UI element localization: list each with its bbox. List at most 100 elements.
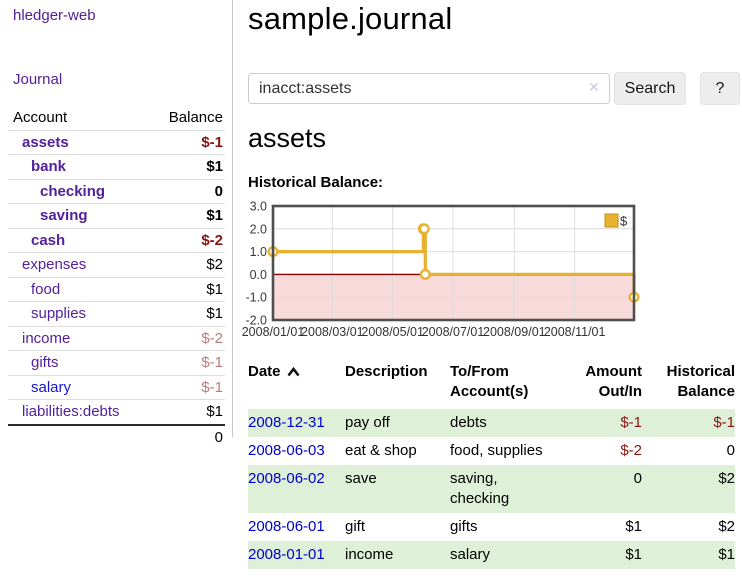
transaction-amount-cell: $1 [625, 518, 642, 535]
account-column-header: Account [13, 109, 68, 126]
transaction-date-link[interactable]: 2008-12-31 [248, 414, 325, 431]
account-table-body: assets $-1 bank $1 checking 0 saving $1 cash $-2 e… [8, 131, 225, 424]
header-date[interactable]: Date [248, 362, 345, 409]
sort-ascending-icon [286, 363, 300, 383]
account-link[interactable]: gifts [31, 354, 59, 371]
help-button[interactable]: ? [700, 72, 740, 105]
account-link[interactable]: checking [40, 182, 106, 200]
account-balance: $-1 [201, 133, 223, 151]
transaction-row: 2008-06-03 eat & shop food, supplies $-2 0 [248, 437, 735, 465]
account-row: bank $1 [8, 155, 225, 180]
sidebar-item-journal[interactable]: Journal [13, 71, 63, 88]
transaction-row: 2008-06-01 gift gifts $1 $2 [248, 513, 735, 541]
transaction-date-link[interactable]: 2008-06-03 [248, 442, 325, 459]
search-form: ✕ Search ? [248, 72, 742, 105]
account-balance: $1 [206, 158, 223, 175]
account-row: salary $-1 [8, 376, 225, 400]
transaction-description-cell: pay off [345, 414, 390, 431]
account-table-header: Account Balance [8, 106, 225, 131]
transaction-balance-cell: $2 [718, 518, 735, 535]
account-row: cash $-2 [8, 229, 225, 253]
transaction-date-link[interactable]: 2008-01-01 [248, 546, 325, 563]
svg-text:2008/07/01: 2008/07/01 [422, 325, 485, 339]
transaction-amount-cell: $-1 [620, 414, 642, 431]
header-amount[interactable]: Amount Out/In [585, 363, 642, 400]
account-row: supplies $1 [8, 302, 225, 327]
account-link[interactable]: bank [31, 158, 67, 175]
svg-text:2008/03/01: 2008/03/01 [301, 325, 364, 339]
svg-text:-1.0: -1.0 [245, 291, 267, 305]
transaction-date-cell: 2008-01-01 [248, 541, 345, 569]
account-balance: $-2 [201, 231, 223, 249]
account-link[interactable]: supplies [31, 305, 87, 322]
account-balance: $-1 [201, 378, 223, 396]
account-row: expenses $2 [8, 253, 225, 278]
transaction-date-cell: 2008-06-03 [248, 437, 345, 465]
transaction-accounts-cell: saving, checking [450, 470, 510, 507]
account-link[interactable]: salary [31, 378, 72, 396]
account-row: checking 0 [8, 180, 225, 204]
transaction-row: 2008-12-31 pay off debts $-1 $-1 [248, 409, 735, 437]
svg-text:2008/01/01: 2008/01/01 [242, 325, 305, 339]
account-row: food $1 [8, 278, 225, 302]
account-row: assets $-1 [8, 131, 225, 155]
account-balance: $1 [206, 207, 223, 224]
transaction-balance-cell: 0 [726, 442, 735, 459]
search-input[interactable] [248, 73, 610, 104]
transaction-date-cell: 2008-12-31 [248, 409, 345, 437]
account-balance: 0 [214, 182, 223, 200]
account-balance: $-2 [201, 329, 223, 347]
header-description[interactable]: Description [345, 363, 428, 380]
account-link[interactable]: expenses [22, 256, 87, 273]
transaction-amount-cell: $-2 [620, 442, 642, 459]
transaction-date-cell: 2008-06-02 [248, 465, 345, 513]
clear-search-icon[interactable]: ✕ [588, 79, 600, 95]
transaction-accounts-cell: debts [450, 414, 487, 431]
transaction-balance-cell: $2 [718, 470, 735, 487]
account-balance: $1 [206, 403, 223, 420]
transaction-balance-cell: $1 [718, 546, 735, 563]
svg-text:2008/09/01: 2008/09/01 [483, 325, 546, 339]
chart-title: Historical Balance: [248, 174, 384, 191]
svg-text:2008/05/01: 2008/05/01 [361, 325, 424, 339]
account-link[interactable]: income [22, 329, 71, 347]
header-accounts[interactable]: To/From Account(s) [450, 363, 529, 400]
svg-text:0.0: 0.0 [250, 268, 267, 282]
current-account-heading: assets [248, 123, 327, 153]
header-balance[interactable]: Historical Balance [666, 363, 735, 400]
account-row: gifts $-1 [8, 351, 225, 376]
account-row: saving $1 [8, 204, 225, 229]
transaction-date-link[interactable]: 2008-06-01 [248, 518, 325, 535]
transaction-description-cell: income [345, 546, 394, 563]
svg-text:3.0: 3.0 [250, 200, 267, 214]
account-balance: $1 [206, 305, 223, 322]
account-balance-table: Account Balance assets $-1 bank $1 checking 0… [8, 106, 225, 449]
transaction-balance-cell: $-1 [713, 414, 735, 431]
account-link[interactable]: liabilities:debts [22, 403, 120, 420]
transaction-row: 2008-06-02 save saving, checking 0 $2 [248, 465, 735, 513]
account-total-value: 0 [214, 428, 223, 446]
transaction-row: 2008-01-01 income salary $1 $1 [248, 541, 735, 569]
transaction-date-link[interactable]: 2008-06-02 [248, 470, 325, 487]
register-table: Date Description To/From Account(s) Amou… [248, 362, 735, 569]
account-link[interactable]: food [31, 280, 61, 298]
app-brand-link[interactable]: hledger-web [13, 7, 96, 24]
transaction-accounts-cell: food, supplies [450, 442, 543, 459]
account-balance: $1 [206, 280, 223, 298]
account-row: liabilities:debts $1 [8, 400, 225, 424]
transaction-accounts-cell: gifts [450, 518, 478, 535]
sidebar-divider [232, 0, 233, 437]
transaction-amount-cell: $1 [625, 546, 642, 563]
register-header-row: Date Description To/From Account(s) Amou… [248, 362, 735, 409]
balance-column-header: Balance [168, 109, 223, 126]
account-row: income $-2 [8, 327, 225, 351]
search-button[interactable]: Search [614, 72, 686, 105]
transaction-description-cell: eat & shop [345, 442, 417, 459]
account-link[interactable]: assets [22, 133, 69, 151]
svg-text:2.0: 2.0 [250, 222, 267, 236]
transaction-description-cell: save [345, 470, 377, 487]
transaction-description-cell: gift [345, 518, 366, 535]
account-link[interactable]: cash [31, 231, 66, 249]
account-link[interactable]: saving [40, 207, 88, 224]
transaction-date-cell: 2008-06-01 [248, 513, 345, 541]
